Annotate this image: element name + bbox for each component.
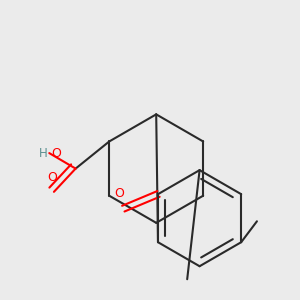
Text: O: O [52,147,61,160]
Text: O: O [114,187,124,200]
Text: H: H [39,147,48,160]
Text: O: O [47,171,57,184]
